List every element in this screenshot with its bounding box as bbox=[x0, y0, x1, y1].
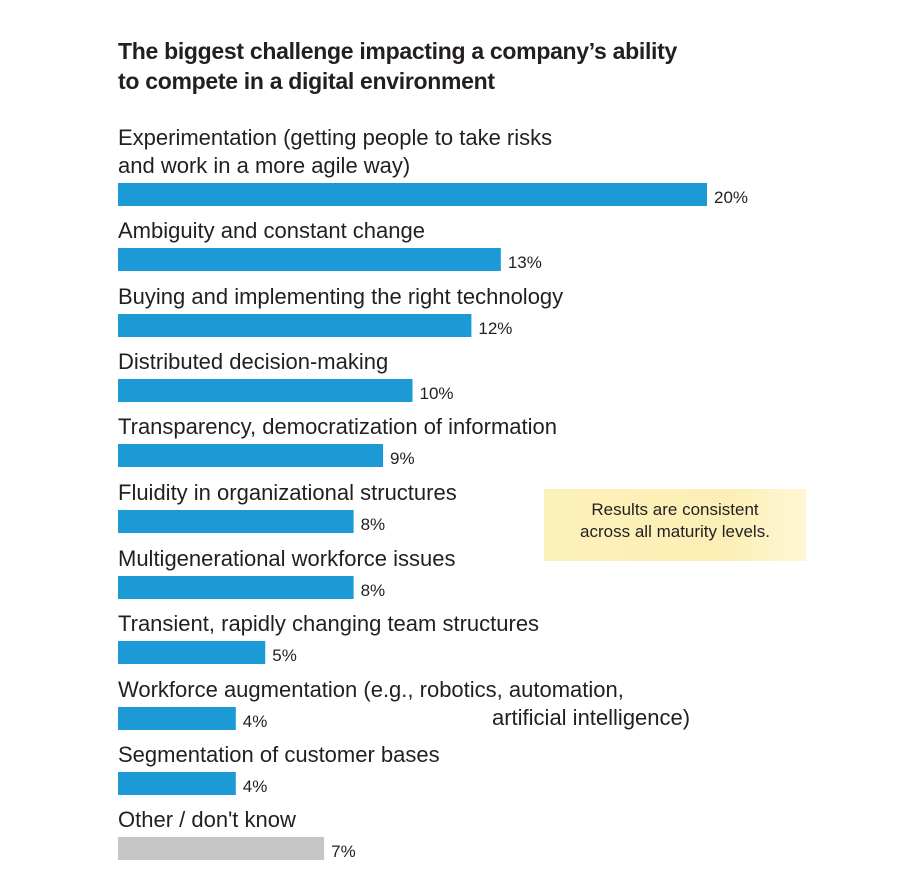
value-label-6: 8% bbox=[361, 515, 386, 534]
category-label-7: Multigenerational workforce issues bbox=[118, 546, 456, 571]
category-label-1-line-1: Experimentation (getting people to take … bbox=[118, 125, 552, 150]
value-label-5: 9% bbox=[390, 449, 415, 468]
chart-title: The biggest challenge impacting a compan… bbox=[118, 36, 798, 96]
bar-6 bbox=[118, 510, 354, 533]
category-label-9-line-1: Workforce augmentation (e.g., robotics, … bbox=[118, 677, 624, 702]
bar-9 bbox=[118, 707, 236, 730]
bar-10 bbox=[118, 772, 236, 795]
bar-5 bbox=[118, 444, 384, 467]
bar-11 bbox=[118, 837, 325, 860]
value-label-7: 8% bbox=[361, 581, 386, 600]
category-label-10: Segmentation of customer bases bbox=[118, 742, 440, 767]
value-label-11: 7% bbox=[331, 842, 356, 861]
chart-title-line-1: The biggest challenge impacting a compan… bbox=[118, 38, 677, 64]
chart-title-line-2: to compete in a digital environment bbox=[118, 68, 495, 94]
value-label-2: 13% bbox=[508, 253, 542, 272]
results-note: Results are consistent across all maturi… bbox=[544, 489, 806, 561]
value-label-10: 4% bbox=[243, 777, 268, 796]
category-label-8: Transient, rapidly changing team structu… bbox=[118, 611, 539, 636]
bar-3 bbox=[118, 314, 472, 337]
bar-8 bbox=[118, 641, 266, 664]
category-label-9-line-2: artificial intelligence) bbox=[492, 705, 690, 730]
category-label-4: Distributed decision-making bbox=[118, 349, 388, 374]
value-label-9: 4% bbox=[243, 712, 268, 731]
category-label-6: Fluidity in organizational structures bbox=[118, 480, 457, 505]
results-note-line-1: Results are consistent bbox=[591, 500, 759, 519]
value-label-8: 5% bbox=[272, 646, 297, 665]
value-label-3: 12% bbox=[478, 319, 512, 338]
value-label-1: 20% bbox=[714, 188, 748, 207]
category-label-1-line-2: and work in a more agile way) bbox=[118, 153, 410, 178]
category-label-11: Other / don't know bbox=[118, 807, 296, 832]
bar-4 bbox=[118, 379, 413, 402]
results-note-line-2: across all maturity levels. bbox=[580, 522, 770, 541]
category-label-5: Transparency, democratization of informa… bbox=[118, 414, 557, 439]
category-label-3: Buying and implementing the right techno… bbox=[118, 284, 563, 309]
value-label-4: 10% bbox=[420, 384, 454, 403]
bar-7 bbox=[118, 576, 354, 599]
category-label-2: Ambiguity and constant change bbox=[118, 218, 425, 243]
bar-1 bbox=[118, 183, 707, 206]
bar-2 bbox=[118, 248, 501, 271]
